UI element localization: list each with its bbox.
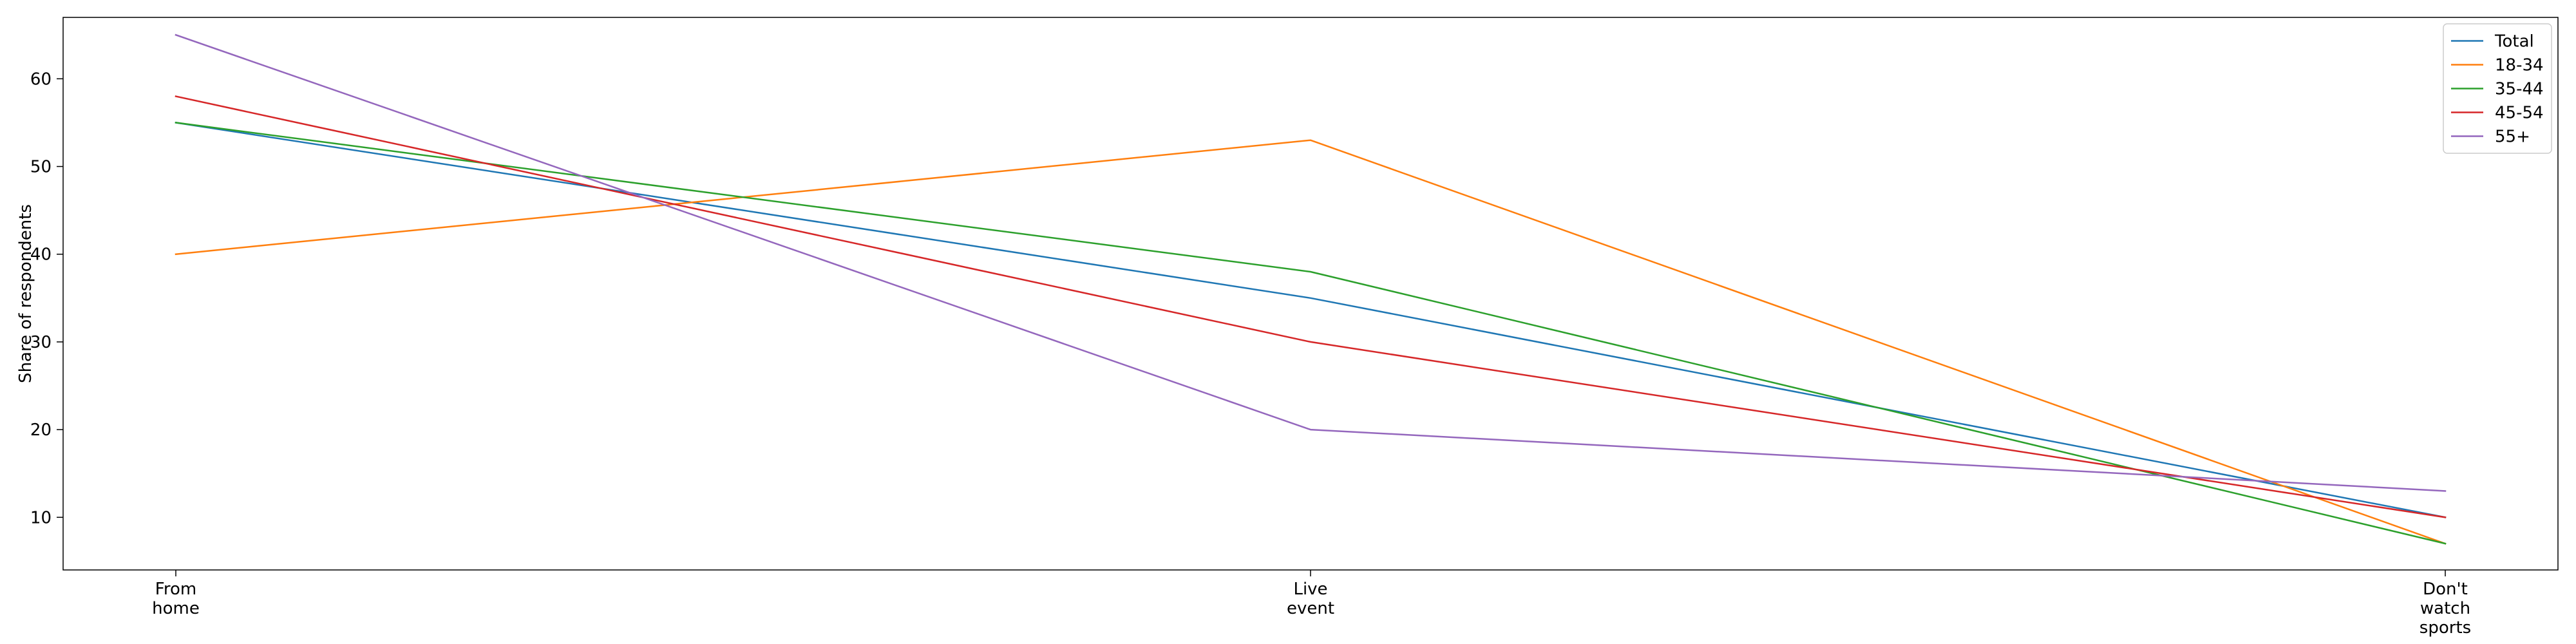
series-layer xyxy=(175,33,2447,545)
y-tick-label: 30 xyxy=(30,333,52,352)
series-line-55+ xyxy=(175,33,2447,492)
legend-label: 55+ xyxy=(2495,128,2530,147)
legend-item: Total xyxy=(2451,32,2534,52)
x-tick-label-line: home xyxy=(152,599,200,618)
legend-label: Total xyxy=(2494,32,2534,52)
y-axis: 10 20 30 40 50 60 xyxy=(30,70,63,527)
y-tick-label: 50 xyxy=(30,158,52,177)
plot-frame xyxy=(62,17,2559,571)
y-tick-label: 40 xyxy=(30,245,52,265)
series-line-35-44 xyxy=(175,121,2447,545)
x-tick-label-line: Live xyxy=(1293,580,1327,599)
x-tick-label-line: event xyxy=(1287,599,1334,618)
x-tick-label-line: sports xyxy=(2420,618,2471,638)
y-tick-label: 10 xyxy=(30,508,52,527)
legend: Total 18-34 35-44 45-54 55+ xyxy=(2443,23,2552,154)
x-tick-label: Don't watch sports xyxy=(2420,580,2471,638)
x-tick-label-line: Don't xyxy=(2423,580,2468,599)
legend-item: 35-44 xyxy=(2451,80,2544,99)
x-tick-label: Live event xyxy=(1287,580,1334,618)
legend-label: 45-54 xyxy=(2495,104,2544,123)
legend-item: 55+ xyxy=(2451,128,2530,147)
y-tick-label: 60 xyxy=(30,70,52,89)
legend-box xyxy=(2443,23,2552,154)
x-tick-label-line: From xyxy=(155,580,196,599)
legend-item: 45-54 xyxy=(2451,104,2544,123)
series-line-18-34 xyxy=(175,139,2447,545)
y-tick-label: 20 xyxy=(30,421,52,440)
legend-item: 18-34 xyxy=(2451,56,2544,75)
series-line-Total xyxy=(175,121,2447,518)
legend-label: 35-44 xyxy=(2495,80,2544,99)
y-axis-label: Share of respondents xyxy=(16,204,35,383)
series-line-45-54 xyxy=(175,95,2447,518)
legend-label: 18-34 xyxy=(2495,56,2544,75)
x-tick-label: From home xyxy=(152,580,200,618)
x-axis: From home Live event Don't watch sports xyxy=(152,570,2471,638)
x-tick-label-line: watch xyxy=(2420,599,2470,618)
